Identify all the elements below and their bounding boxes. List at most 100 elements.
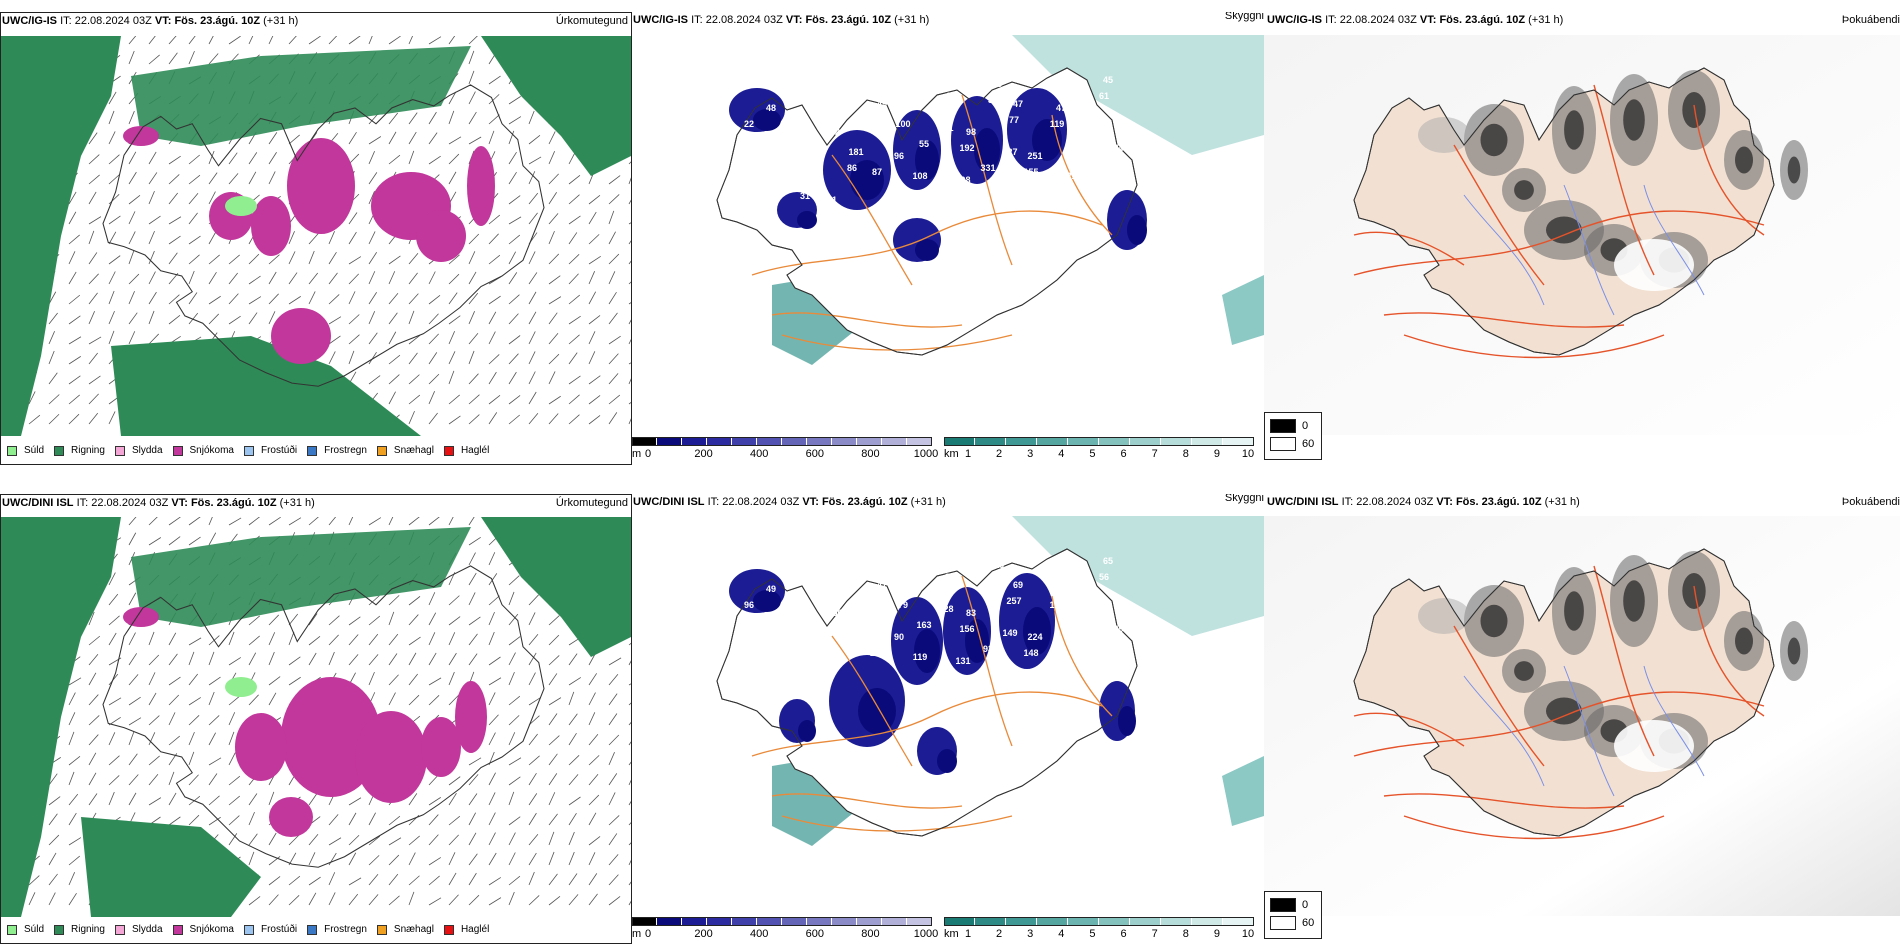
legend-swatch <box>114 924 125 935</box>
scale-tick-label: 1000 <box>913 928 939 940</box>
scale-frame <box>632 437 932 446</box>
legend-item-snjókoma: Snjókoma <box>172 445 234 456</box>
visibility-scale-row2: km 1 2 3 4 5 6 7 8 9 10 <box>944 917 1264 944</box>
cloud-base-value: 48 <box>851 628 861 638</box>
legend-swatch <box>172 924 183 935</box>
cloud-base-value: 105 <box>1053 584 1068 594</box>
fog-legend-row2: 0 60 <box>1264 891 1322 939</box>
legend-label: Slydda <box>131 445 163 456</box>
cloud-base-value: 47 <box>877 580 887 590</box>
cloud-base-value: 58 <box>924 552 934 562</box>
legend-item-frostúði: Frostúði <box>243 445 297 456</box>
fog-legend-swatch <box>1270 437 1296 451</box>
legend-label: Frostregn <box>324 445 367 456</box>
legend-swatch <box>114 445 125 456</box>
legend-label: Rigning <box>71 924 105 935</box>
cloud-base-scale-row2: m 0 200 400 600 800 1000 <box>632 917 939 944</box>
scale-tick-label: 600 <box>805 928 824 940</box>
legend-item-súld: Súld <box>7 924 44 935</box>
cloud-base-value: 77 <box>1009 115 1019 125</box>
cloud-base-value: 87 <box>872 167 882 177</box>
cloud-base-value: 49 <box>877 99 887 109</box>
cloud-base-value: 119 <box>990 560 1005 570</box>
cloud-base-value: 297 <box>1070 620 1085 630</box>
legend-item-snjókoma: Snjókoma <box>172 924 234 935</box>
cloud-base-value: 53 <box>1077 604 1087 614</box>
legend-swatch <box>243 445 254 456</box>
scale-tick-label: 3 <box>1027 448 1034 460</box>
scale-tick-label: 9 <box>1213 928 1220 940</box>
cloud-base-value: 262 <box>737 151 752 161</box>
cloud-base-value: 52 <box>757 187 767 197</box>
fog-field-name-row2: Þokuábendi <box>1841 496 1900 508</box>
cloud-base-value: 294 <box>1113 624 1128 634</box>
scale-tick-label: 0 <box>644 448 652 460</box>
cloud-base-value: 79 <box>898 600 908 610</box>
scale-segment <box>975 437 1006 446</box>
cloud-base-value: 226 <box>1091 175 1106 185</box>
cloud-base-value: 148 <box>1023 648 1038 658</box>
legend-item-frostregn: Frostregn <box>307 445 367 456</box>
scale-segment <box>1006 437 1037 446</box>
scale-tick-label: 2 <box>996 928 1003 940</box>
scale-tick-label: 200 <box>694 928 713 940</box>
legend-swatch <box>54 924 65 935</box>
legend-swatch <box>376 924 387 935</box>
legend-swatch <box>172 445 183 456</box>
cloud-base-value: 118 <box>870 648 885 658</box>
cloud-base-value: 46 <box>945 91 955 101</box>
legend-item-haglél: Haglél <box>443 924 489 935</box>
scale-tick-label: 2 <box>996 448 1003 460</box>
scale-segment <box>1161 437 1192 446</box>
scale-tick-label: 600 <box>805 448 824 460</box>
cloud-base-value: 119 <box>913 652 928 662</box>
cloud-base-value: 72 <box>808 143 818 153</box>
scale-segment <box>732 437 757 446</box>
scale-unit: km <box>944 448 959 460</box>
fog-legend-swatch <box>1270 916 1296 930</box>
scale-segment <box>882 437 907 446</box>
scale-segment <box>682 437 707 446</box>
cloud-map-row1: 105 66 50 69 75 55 81 85 44 111 45 48 42 50 49 68 46 36 47… <box>716 35 1264 365</box>
cloud-base-value: 289 <box>758 171 773 181</box>
legend-label: Frostúði <box>260 924 298 935</box>
cloud-base-value: 155 <box>1023 167 1038 177</box>
cloud-base-value: 69 <box>1013 580 1023 590</box>
fog-title-row1: UWC/IG-IS IT: 22.08.2024 03Z VT: Fös. 23… <box>1267 14 1564 26</box>
cloud-base-value: 131 <box>955 656 970 666</box>
scale-segment <box>657 437 682 446</box>
legend-item-rigning: Rigning <box>54 445 105 456</box>
scale-segment <box>944 437 975 446</box>
cloud-base-value: 22 <box>744 119 754 129</box>
scale-segment <box>832 437 857 446</box>
fog-panel-row2: UWC/DINI ISL IT: 22.08.2024 03Z VT: Fös.… <box>1264 494 1900 944</box>
legend-label: Slydda <box>131 924 163 935</box>
cloud-base-value: 86 <box>847 163 857 173</box>
legend-item-slydda: Slydda <box>114 445 163 456</box>
cloud-base-value: 181 <box>848 147 863 157</box>
scale-tick-label: 10 <box>1241 928 1255 940</box>
cloud-base-value: 48 <box>766 103 776 113</box>
scale-segment <box>757 917 782 926</box>
precip-title-row2: UWC/DINI ISL IT: 22.08.2024 03Z VT: Fös.… <box>2 497 315 509</box>
scale-segment <box>1130 917 1161 926</box>
legend-swatch <box>7 924 17 935</box>
scale-tick-label: 800 <box>861 928 880 940</box>
cloud-base-value: 161 <box>801 656 816 666</box>
scale-tick-label: 7 <box>1151 448 1158 460</box>
scale-segment <box>632 437 657 446</box>
cloud-base-value: 22 <box>1077 123 1087 133</box>
legend-item-snæhagl: Snæhagl <box>376 445 434 456</box>
fog-legend-swatch <box>1270 898 1296 912</box>
scale-tick-label: 200 <box>694 448 713 460</box>
precip-field-name-row2: Úrkomutegund <box>555 497 628 509</box>
scale-segment <box>1192 437 1223 446</box>
cloud-base-value: 45 <box>1103 75 1113 85</box>
cloud-base-value: 65 <box>1103 556 1113 566</box>
cloud-base-value: 192 <box>959 143 974 153</box>
cloud-base-value: 42 <box>830 127 840 137</box>
legend-swatch <box>243 924 254 935</box>
cloud-base-value: 255 <box>1070 139 1085 149</box>
cloud-base-value: 83 <box>966 608 976 618</box>
cloud-base-value: 75 <box>881 548 891 558</box>
